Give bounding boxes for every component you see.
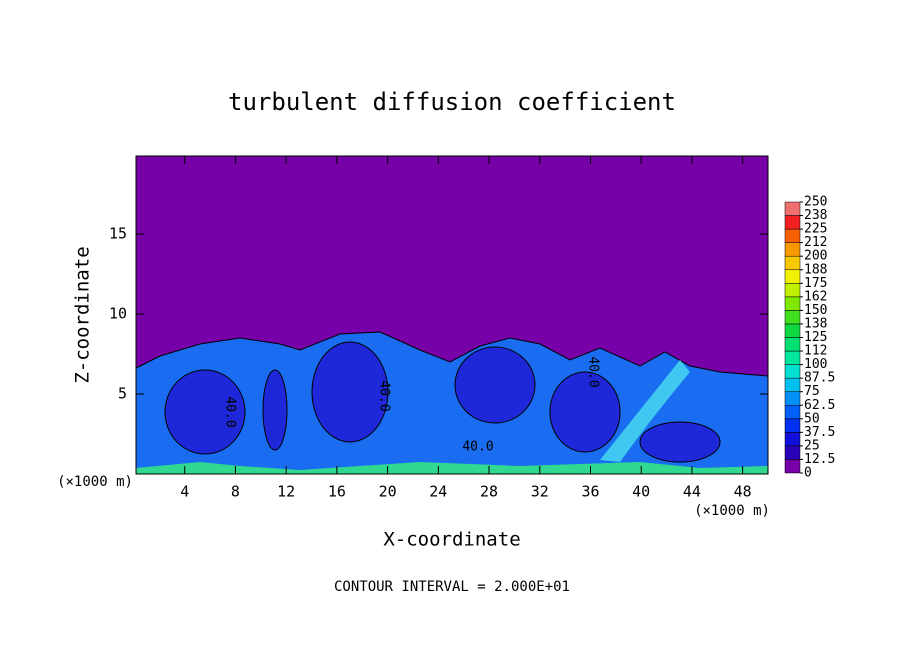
surface-layer <box>136 462 768 474</box>
x-tick-label: 36 <box>581 483 599 501</box>
colorbar-swatch <box>784 337 801 352</box>
contour-label: 40.0 <box>223 396 238 427</box>
x-tick-label: 32 <box>531 483 549 501</box>
x-tick-label: 16 <box>328 483 346 501</box>
eddy <box>639 421 721 463</box>
y-tick-label: 10 <box>109 305 127 323</box>
colorbar-label: 87.5 <box>804 371 835 386</box>
eddy <box>311 341 389 443</box>
colorbar-swatch <box>784 201 801 216</box>
plot-field <box>135 156 769 475</box>
colorbar-label: 250 <box>804 195 827 210</box>
y-axis-label: Z-coordinate <box>72 246 94 383</box>
colorbar-label: 25 <box>804 438 820 453</box>
colorbar-label: 100 <box>804 357 827 372</box>
eddy <box>454 346 536 424</box>
colorbar-swatch <box>784 296 801 311</box>
contour-label: 40.0 <box>377 380 392 411</box>
x-tick-label: 24 <box>429 483 447 501</box>
eddy <box>262 369 288 451</box>
colorbar-label: 188 <box>804 262 827 277</box>
eddy <box>164 369 246 455</box>
x-tick-label: 4 <box>180 483 189 501</box>
colorbar-label: 50 <box>804 411 820 426</box>
colorbar-swatch <box>784 391 801 406</box>
colorbar-label: 12.5 <box>804 452 835 467</box>
x-axis-label: X-coordinate <box>383 529 520 551</box>
eddy <box>549 371 621 453</box>
colorbar-label: 225 <box>804 222 827 237</box>
x-tick-label: 40 <box>632 483 650 501</box>
colorbar-swatch <box>784 432 801 447</box>
colorbar-swatch <box>784 405 801 420</box>
colorbar-label: 37.5 <box>804 425 835 440</box>
colorbar-swatch <box>784 228 801 243</box>
colorbar-swatch <box>784 445 801 460</box>
colorbar-swatch <box>784 242 801 257</box>
colorbar-swatch <box>784 364 801 379</box>
colorbar-label: 162 <box>804 289 827 304</box>
colorbar-swatch <box>784 283 801 298</box>
contour-label: 40.0 <box>586 356 601 387</box>
x-tick-label: 8 <box>231 483 240 501</box>
colorbar-label: 150 <box>804 303 827 318</box>
chart-title: turbulent diffusion coefficient <box>228 88 676 116</box>
colorbar-label: 62.5 <box>804 398 835 413</box>
colorbar-swatch <box>784 459 801 474</box>
colorbar-swatch <box>784 310 801 325</box>
x-tick-label: 48 <box>734 483 752 501</box>
x-tick-label: 44 <box>683 483 701 501</box>
colorbar-label: 238 <box>804 208 827 223</box>
colorbar-label: 0 <box>804 466 812 481</box>
colorbar-label: 200 <box>804 249 827 264</box>
x-unit-right: (×1000 m) <box>694 503 770 519</box>
x-tick-label: 28 <box>480 483 498 501</box>
y-tick-label: 15 <box>109 225 127 243</box>
x-tick-label: 12 <box>277 483 295 501</box>
colorbar-label: 125 <box>804 330 827 345</box>
plot-frame <box>135 155 769 475</box>
x-tick-label: 20 <box>379 483 397 501</box>
colorbar-swatch <box>784 269 801 284</box>
footer-note: CONTOUR INTERVAL = 2.000E+01 <box>334 579 570 595</box>
colorbar-swatch <box>784 418 801 433</box>
colorbar-label: 75 <box>804 384 820 399</box>
y-tick-label: 5 <box>118 385 127 403</box>
colorbar-swatch <box>784 255 801 271</box>
x-unit-left: (×1000 m) <box>57 474 133 490</box>
colorbar-label: 138 <box>804 316 827 331</box>
colorbar-label: 212 <box>804 235 827 250</box>
colorbar-swatch <box>784 215 801 230</box>
plume <box>600 360 690 462</box>
colorbar-label: 175 <box>804 276 827 291</box>
colorbar-swatch <box>784 323 801 338</box>
colorbar-swatch <box>784 377 801 392</box>
colorbar-swatch <box>784 350 801 365</box>
colorbar-label: 112 <box>804 344 827 359</box>
contour-label: 40.0 <box>462 440 493 455</box>
